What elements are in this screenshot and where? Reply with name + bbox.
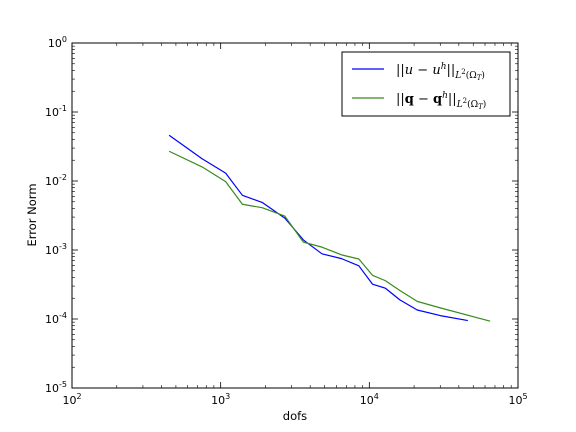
x-tick-label: 103 bbox=[211, 392, 230, 407]
x-tick-label: 105 bbox=[508, 392, 527, 407]
legend: ||u − uh||L2(ΩT) ||q − qh||L2(ΩT) bbox=[341, 51, 511, 117]
series-line-2 bbox=[168, 150, 491, 322]
tick-labels: 102 103 104 105 100 10-1 10-2 10-3 10-4 10-5 bbox=[45, 35, 528, 407]
series-layer bbox=[168, 134, 491, 322]
x-tick-label: 102 bbox=[62, 392, 81, 407]
ticks-layer bbox=[71, 42, 519, 389]
y-tick-label: 10-2 bbox=[45, 173, 67, 188]
y-axis-label: Error Norm bbox=[25, 183, 39, 246]
y-tick-label: 10-1 bbox=[45, 104, 67, 119]
y-tick-label: 10-4 bbox=[45, 311, 67, 326]
legend-box bbox=[341, 51, 511, 117]
x-axis-label: dofs bbox=[283, 409, 307, 423]
legend-label-q: ||q − qh||L2(ΩT) bbox=[396, 91, 486, 111]
series-line-1 bbox=[168, 134, 468, 322]
y-tick-label: 10-3 bbox=[45, 242, 67, 257]
legend-label-u: ||u − uh||L2(ΩT) bbox=[396, 62, 485, 82]
x-tick-label: 104 bbox=[360, 392, 379, 407]
axes-frame bbox=[71, 42, 519, 389]
y-tick-label: 10-5 bbox=[45, 380, 67, 395]
y-tick-label: 100 bbox=[48, 35, 67, 50]
